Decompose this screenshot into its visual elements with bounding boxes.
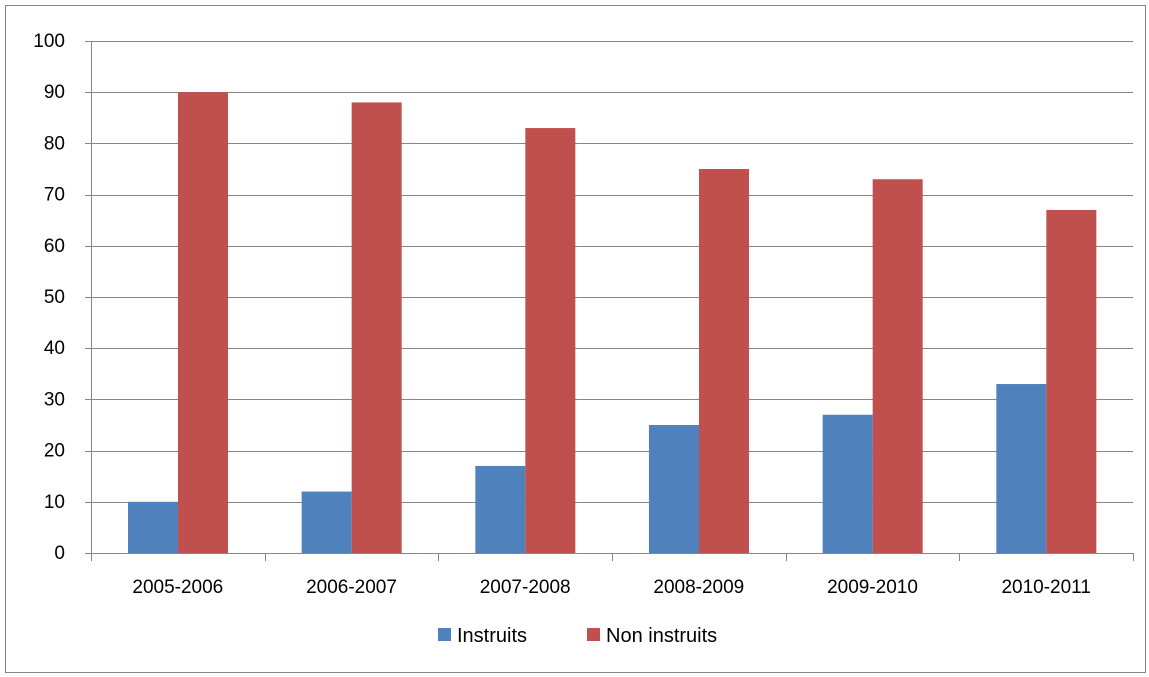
y-tick-label: 80 — [44, 133, 65, 154]
chart-frame — [5, 5, 1146, 673]
y-tick-label: 100 — [33, 31, 65, 52]
bar-instruits — [475, 465, 526, 553]
bar-non-instruits — [525, 128, 576, 554]
y-tick-label: 60 — [44, 236, 65, 257]
y-tick-label: 70 — [44, 185, 65, 206]
bar-instruits — [822, 414, 873, 553]
bar-instruits — [649, 425, 699, 553]
bar-non-instruits — [351, 102, 402, 553]
y-tick-label: 0 — [54, 543, 65, 564]
y-tick-label: 30 — [44, 389, 65, 410]
bar-non-instruits — [872, 179, 923, 554]
y-tick-label: 20 — [44, 441, 65, 462]
bar-non-instruits — [1046, 209, 1097, 553]
bar-instruits — [301, 491, 352, 553]
legend-label: Instruits — [457, 625, 527, 647]
y-tick-label: 40 — [44, 338, 65, 359]
legend: Instruits Non instruits — [438, 625, 717, 647]
bar-instruits — [996, 384, 1047, 553]
x-tick-label: 2010-2011 — [1001, 577, 1090, 598]
x-tick-label: 2005-2006 — [132, 577, 223, 598]
gridlines — [91, 41, 1133, 503]
y-tick-label: 50 — [44, 287, 65, 308]
bars — [128, 92, 1097, 554]
x-tick-label: 2008-2009 — [653, 577, 744, 598]
y-axis-ticks: 0 10 20 30 40 50 60 70 80 90 100 — [33, 31, 91, 564]
x-tick-label: 2006-2007 — [306, 577, 397, 598]
y-tick-label: 90 — [44, 82, 65, 103]
x-tick-label: 2007-2008 — [480, 577, 571, 598]
bar-non-instruits — [699, 169, 749, 553]
legend-label: Non instruits — [606, 625, 717, 647]
bar-non-instruits — [178, 92, 228, 553]
x-axis-ticks: 2005-2006 2006-2007 2007-2008 2008-2009 2009… — [91, 553, 1134, 598]
x-tick-label: 2009-2010 — [827, 577, 918, 598]
legend-swatch — [438, 628, 451, 641]
legend-swatch — [587, 628, 600, 641]
y-tick-label: 10 — [44, 492, 65, 513]
bar-instruits — [128, 501, 178, 553]
